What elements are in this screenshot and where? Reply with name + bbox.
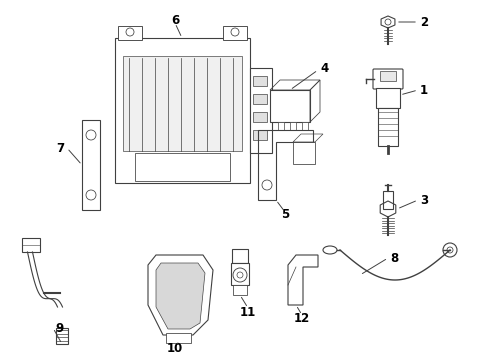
Bar	[252, 112, 266, 122]
Bar	[115, 38, 249, 183]
Bar	[135, 153, 229, 181]
Bar	[379, 71, 395, 81]
Bar	[165, 333, 191, 343]
Bar	[252, 76, 266, 86]
Bar	[377, 108, 397, 146]
Bar	[56, 328, 68, 344]
Bar	[118, 26, 142, 40]
Text: 5: 5	[280, 208, 288, 221]
Text: 6: 6	[170, 13, 179, 27]
Bar	[230, 263, 248, 285]
Bar	[278, 122, 284, 130]
Bar	[249, 68, 271, 153]
Text: 2: 2	[419, 15, 427, 28]
Bar	[289, 122, 295, 130]
Text: 10: 10	[166, 342, 183, 355]
Text: 8: 8	[389, 252, 397, 265]
Text: 4: 4	[319, 62, 327, 75]
FancyBboxPatch shape	[372, 69, 402, 89]
Text: 11: 11	[240, 306, 256, 319]
Bar	[22, 238, 40, 252]
Bar	[232, 285, 246, 295]
Polygon shape	[156, 263, 204, 329]
Bar	[252, 94, 266, 104]
Text: 9: 9	[55, 321, 63, 334]
Text: 3: 3	[419, 194, 427, 207]
Bar	[382, 191, 392, 209]
Text: 7: 7	[56, 141, 64, 154]
Bar	[302, 122, 307, 130]
Bar	[82, 120, 100, 210]
Bar	[292, 142, 314, 164]
Bar	[269, 90, 309, 122]
Bar	[123, 56, 242, 151]
Text: 1: 1	[419, 84, 427, 96]
Text: 12: 12	[293, 311, 309, 324]
Bar	[223, 26, 246, 40]
Bar	[231, 249, 247, 263]
Bar	[252, 130, 266, 140]
Bar	[375, 88, 399, 108]
